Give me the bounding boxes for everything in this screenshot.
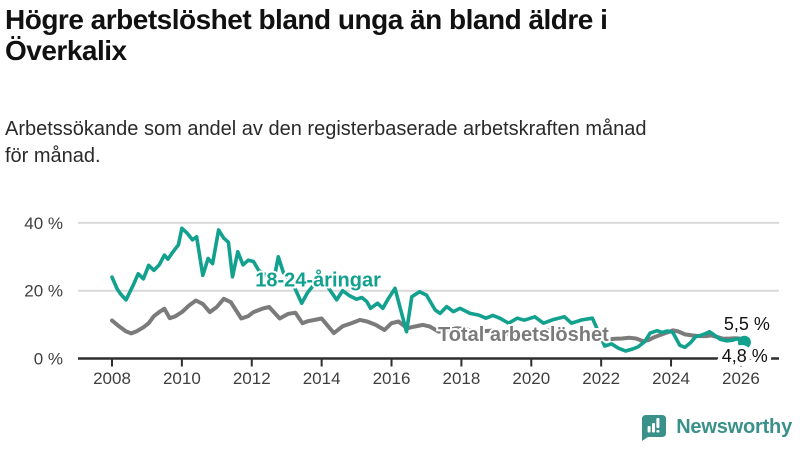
y-tick-label: 20 % bbox=[24, 282, 63, 301]
x-tick-label: 2026 bbox=[722, 369, 760, 388]
chart-subtitle: Arbetssökande som andel av den registerb… bbox=[5, 118, 647, 167]
series-end-dot-youth bbox=[737, 335, 751, 349]
annotation-latest-youth: 4,8 % bbox=[722, 346, 768, 366]
newsworthy-logo[interactable]: Newsworthy bbox=[639, 412, 792, 442]
y-tick-label: 40 % bbox=[24, 214, 63, 233]
x-tick-label: 2024 bbox=[652, 369, 690, 388]
page-title: Högre arbetslöshet bland unga än bland ä… bbox=[5, 4, 608, 66]
y-tick-label: 0 % bbox=[34, 350, 63, 369]
x-tick-label: 2012 bbox=[233, 369, 271, 388]
series-line-youth bbox=[110, 226, 747, 353]
series-label-youth: 18-24-åringar bbox=[255, 269, 381, 292]
newsworthy-speech-bubble-bar-chart-icon bbox=[642, 415, 667, 441]
x-tick-label: 2020 bbox=[512, 369, 550, 388]
x-tick-label: 2018 bbox=[442, 369, 480, 388]
x-tick-label: 2014 bbox=[303, 369, 341, 388]
x-tick-label: 2016 bbox=[373, 369, 411, 388]
series-line-total bbox=[110, 296, 747, 344]
series-label-total: Total arbetslöshet bbox=[438, 324, 609, 346]
newsworthy-logo-text: Newsworthy bbox=[676, 415, 792, 438]
x-tick-label: 2010 bbox=[163, 369, 201, 388]
x-tick-label: 2022 bbox=[582, 369, 620, 388]
x-tick-label: 2008 bbox=[93, 369, 131, 388]
annotation-latest-total: 5,5 % bbox=[724, 314, 770, 334]
